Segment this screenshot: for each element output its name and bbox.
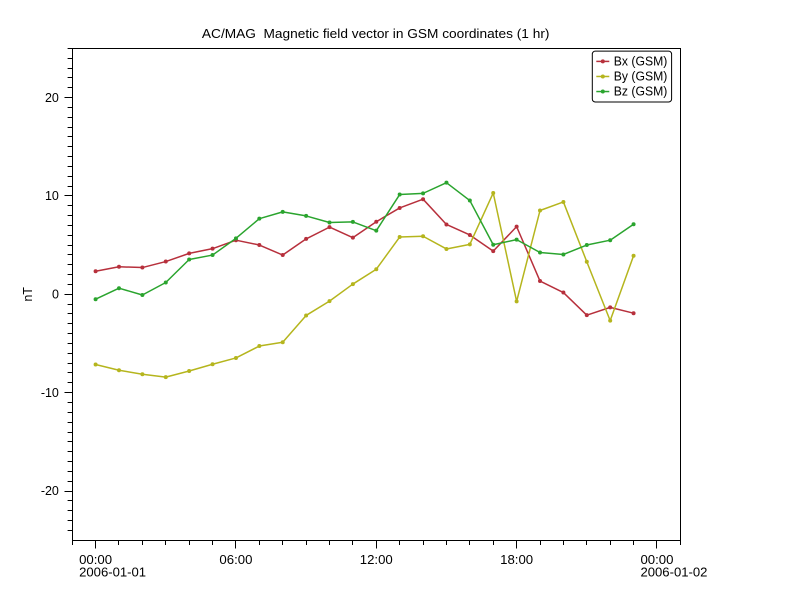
svg-text:Bx (GSM): Bx (GSM) [614, 55, 668, 69]
svg-text:06:00: 06:00 [219, 553, 252, 567]
svg-text:10: 10 [45, 189, 59, 203]
svg-text:Bz (GSM): Bz (GSM) [614, 85, 668, 99]
svg-text:12:00: 12:00 [360, 553, 393, 567]
svg-text:00:00: 00:00 [79, 553, 112, 567]
svg-text:2006-01-02: 2006-01-02 [640, 565, 707, 579]
svg-text:0: 0 [52, 288, 59, 302]
svg-text:-10: -10 [41, 386, 59, 400]
svg-text:2006-01-01: 2006-01-01 [79, 565, 146, 579]
svg-text:18:00: 18:00 [500, 553, 533, 567]
svg-text:nT: nT [21, 287, 35, 302]
svg-text:By (GSM): By (GSM) [614, 70, 668, 84]
svg-text:20: 20 [45, 91, 59, 105]
svg-text:AC/MAG Magnetic field vector: AC/MAG Magnetic field vector in GSM coor… [202, 27, 550, 41]
svg-text:-20: -20 [41, 484, 59, 498]
svg-text:00:00: 00:00 [640, 553, 673, 567]
